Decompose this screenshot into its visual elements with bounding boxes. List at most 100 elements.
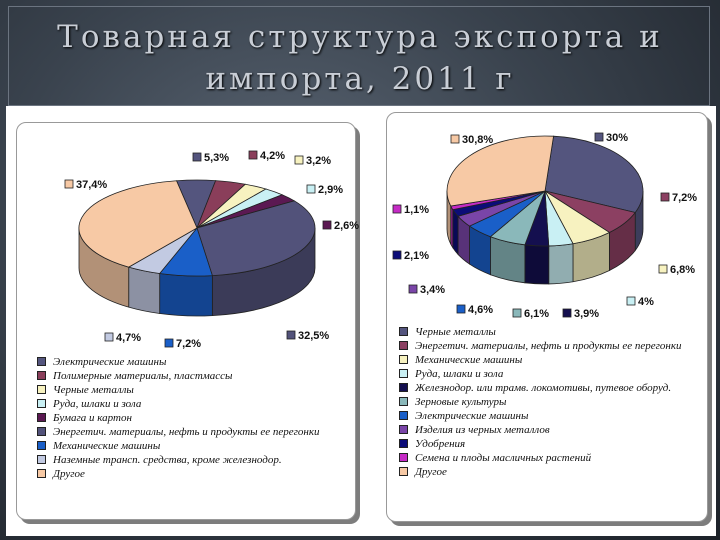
import-slice-черные-металлы (544, 135, 644, 213)
export-slice-wall-наземные-трансп-средства-кроме-железнодор (128, 266, 161, 314)
import-legend-swatch (399, 341, 408, 350)
import-data-label: 3,9% (562, 308, 599, 320)
export-legend-label: Механические машины (53, 440, 161, 452)
import-slice-wall-удобрения (452, 208, 459, 256)
export-legend-item: Другое (33, 467, 353, 481)
export-legend-swatch (37, 455, 46, 464)
import-slice-другое (446, 135, 555, 207)
import-slice-wall-железнодор-или-трамв-локомотивы-путевое-оборуд (524, 244, 550, 285)
export-slice-энергетич-материалы-нефть-и-продукты-ее-перегонки (196, 200, 316, 277)
import-legend-label: Другое (415, 466, 447, 478)
import-legend-item: Руда, шлаки и зола (395, 367, 705, 381)
export-data-label: 7,2% (164, 338, 201, 350)
export-legend-label: Полимерные материалы, пластмассы (53, 370, 233, 382)
import-legend-swatch (399, 411, 408, 420)
export-data-label-text: 37,4% (76, 179, 107, 191)
import-data-label-text: 6,1% (524, 308, 549, 320)
export-data-label-text: 7,2% (176, 338, 201, 350)
import-data-label: 4% (626, 296, 654, 308)
export-legend-item: Черные металлы (33, 383, 353, 397)
export-legend-item: Энергетич. материалы, нефть и продукты е… (33, 425, 353, 439)
export-data-label-marker (294, 155, 304, 165)
import-legend-item: Черные металлы (395, 325, 705, 339)
import-legend-swatch (399, 369, 408, 378)
export-data-label-marker (64, 179, 74, 189)
export-data-label: 32,5% (286, 330, 329, 342)
import-data-label-text: 1,1% (404, 204, 429, 216)
import-data-label-marker (562, 308, 572, 318)
export-legend-swatch (37, 399, 46, 408)
import-data-label: 6,8% (658, 264, 695, 276)
import-data-label: 2,1% (392, 250, 429, 262)
export-data-label-marker (306, 184, 316, 194)
import-legend-swatch (399, 327, 408, 336)
import-data-label-marker (392, 204, 402, 214)
export-legend-label: Энергетич. материалы, нефть и продукты е… (53, 426, 320, 438)
import-data-label-marker (626, 296, 636, 306)
export-legend-swatch (37, 385, 46, 394)
export-data-label-marker (164, 338, 174, 348)
export-legend-swatch (37, 371, 46, 380)
import-legend-swatch (399, 439, 408, 448)
import-legend-swatch (399, 425, 408, 434)
import-legend-label: Железнодор. или трамв. локомотивы, путев… (415, 382, 672, 394)
import-legend-label: Механические машины (415, 354, 523, 366)
import-legend-label: Черные металлы (415, 326, 496, 338)
export-legend-swatch (37, 357, 46, 366)
import-data-label: 6,1% (512, 308, 549, 320)
export-data-label-text: 3,2% (306, 155, 331, 167)
export-legend-label: Наземные трансп. средства, кроме железно… (53, 454, 282, 466)
export-data-label-text: 32,5% (298, 330, 329, 342)
import-data-label: 3,4% (408, 284, 445, 296)
import-legend-swatch (399, 467, 408, 476)
export-legend-swatch (37, 427, 46, 436)
import-data-label: 30% (594, 132, 628, 144)
import-legend-item: Другое (395, 465, 705, 479)
import-legend-item: Зерновые культуры (395, 395, 705, 409)
export-data-label-text: 4,2% (260, 150, 285, 162)
import-legend-label: Электрические машины (415, 410, 529, 422)
import-legend-label: Руда, шлаки и зола (415, 368, 504, 380)
import-legend-swatch (399, 355, 408, 364)
import-data-label-text: 2,1% (404, 250, 429, 262)
import-data-label-text: 7,2% (672, 192, 697, 204)
export-data-label-marker (192, 152, 202, 162)
import-data-label-marker (512, 308, 522, 318)
export-legend: Электрические машины Полимерные материалы… (33, 355, 353, 481)
import-data-label: 30,8% (450, 134, 493, 146)
export-data-label: 37,4% (64, 179, 107, 191)
export-data-label: 4,7% (104, 332, 141, 344)
export-legend-label: Бумага и картон (53, 412, 132, 424)
import-data-label-marker (660, 192, 670, 202)
export-data-label-text: 5,3% (204, 152, 229, 164)
export-legend-item: Полимерные материалы, пластмассы (33, 369, 353, 383)
import-data-label: 4,6% (456, 304, 493, 316)
export-legend-item: Механические машины (33, 439, 353, 453)
export-legend-item: Руда, шлаки и зола (33, 397, 353, 411)
import-data-label-text: 6,8% (670, 264, 695, 276)
import-data-label-marker (658, 264, 668, 274)
import-chart-panel: 30% 7,2% 6,8% 4% 3,9% 6,1% 4,6% 3,4% 2,1% 1,1% 30,… (386, 112, 708, 522)
export-legend-item: Бумага и картон (33, 411, 353, 425)
export-slice-wall-механические-машины (159, 273, 213, 317)
import-legend-label: Изделия из черных металлов (415, 424, 550, 436)
import-legend-item: Железнодор. или трамв. локомотивы, путев… (395, 381, 705, 395)
import-legend-swatch (399, 397, 408, 406)
import-data-label-marker (392, 250, 402, 260)
export-legend-label: Другое (53, 468, 85, 480)
export-data-label-marker (248, 150, 258, 160)
export-legend-label: Черные металлы (53, 384, 134, 396)
export-legend-item: Наземные трансп. средства, кроме железно… (33, 453, 353, 467)
import-pie-chart: 30% 7,2% 6,8% 4% 3,9% 6,1% 4,6% 3,4% 2,1% 1,1% 30,… (392, 132, 697, 320)
export-data-label: 3,2% (294, 155, 331, 167)
import-data-label: 1,1% (392, 204, 429, 216)
import-legend-label: Энергетич. материалы, нефть и продукты е… (415, 340, 682, 352)
export-legend-swatch (37, 441, 46, 450)
slide-title: Товарная структура экспорта и импорта, 2… (57, 19, 663, 97)
export-data-label-text: 2,9% (318, 184, 343, 196)
export-slice-другое (78, 180, 198, 268)
export-legend-swatch (37, 469, 46, 478)
export-data-label-marker (286, 330, 296, 340)
import-data-label: 7,2% (660, 192, 697, 204)
import-data-label-text: 4% (638, 296, 654, 308)
